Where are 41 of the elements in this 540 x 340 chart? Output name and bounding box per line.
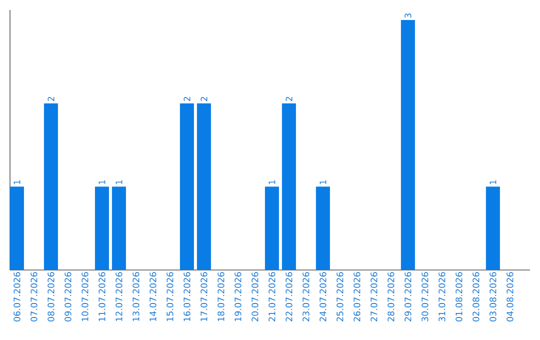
x-tick-label: 07.07.2026 <box>30 272 38 322</box>
x-tick-label: 31.07.2026 <box>438 272 446 322</box>
x-tick-label: 20.07.2026 <box>252 272 258 322</box>
x-tick-label: 08.07.2026 <box>48 272 54 322</box>
x-tick-label: 03.08.2026 <box>490 272 496 322</box>
data-label: 2 <box>286 97 292 102</box>
x-tick-label: 09.07.2026 <box>64 272 72 322</box>
x-tick-label: 26.07.2026 <box>354 272 360 322</box>
x-tick-label: 14.07.2026 <box>150 272 156 322</box>
x-tick-label: 11.07.2026 <box>98 272 106 322</box>
x-tick-label: 01.08.2026 <box>456 272 462 322</box>
data-label: 2 <box>184 97 190 102</box>
data-label: 2 <box>48 97 54 102</box>
x-tick-label: 18.07.2026 <box>218 272 224 322</box>
x-tick-label: 10.07.2026 <box>82 272 88 322</box>
x-tick-label: 02.08.2026 <box>472 272 480 322</box>
x-tick-label: 13.07.2026 <box>132 272 140 322</box>
x-tick-label: 17.07.2026 <box>200 272 208 322</box>
x-tick-label: 23.07.2026 <box>302 272 310 322</box>
data-label: 1 <box>116 180 122 184</box>
x-tick-label: 19.07.2026 <box>234 272 242 322</box>
x-tick-label: 21.07.2026 <box>268 272 276 322</box>
x-tick-label: 15.07.2026 <box>166 272 174 322</box>
x-tick-label: 12.07.2026 <box>116 272 122 322</box>
data-label: 1 <box>320 180 326 184</box>
x-tick-label: 16.07.2026 <box>184 272 190 322</box>
x-tick-label: 27.07.2026 <box>370 272 378 322</box>
x-tick-label: 22.07.2026 <box>286 272 292 322</box>
x-tick-label: 24.07.2026 <box>320 272 326 322</box>
x-tick-label: 28.07.2026 <box>388 272 394 322</box>
x-tick-label: 25.07.2026 <box>336 272 344 322</box>
data-label: 2 <box>200 97 208 102</box>
data-label: 1 <box>98 180 106 184</box>
data-label: 1 <box>490 180 496 184</box>
data-label: 1 <box>268 180 276 184</box>
x-tick-label: 06.07.2026 <box>14 272 20 322</box>
x-tick-label: 29.07.2026 <box>404 272 412 322</box>
data-label: 1 <box>14 180 20 184</box>
data-label: 3 <box>404 14 412 18</box>
x-tick-label: 04.08.2026 <box>506 272 514 322</box>
x-tick-label: 30.07.2026 <box>422 272 428 322</box>
